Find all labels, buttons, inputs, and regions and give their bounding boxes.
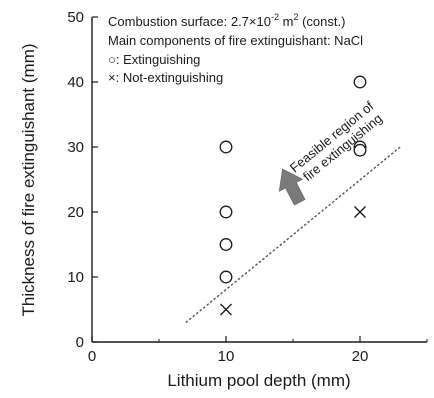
boundary-line: [185, 146, 401, 324]
cross-stroke: [220, 303, 232, 316]
not-extinguishing-point: [354, 206, 366, 218]
arrow-layer: [278, 168, 306, 206]
legend-line-3: ○: Extinguishing: [108, 52, 200, 67]
legend-line-1-mid: m: [279, 14, 293, 29]
extinguishing-point: [219, 140, 233, 154]
x-axis-title: Lithium pool depth (mm): [167, 371, 350, 390]
extinguishing-point: [353, 143, 367, 157]
legend-box: Combustion surface: 2.7×10-2 m2 (const.)…: [108, 12, 363, 85]
points-layer: [219, 75, 367, 316]
legend-line-1-suffix: (const.): [298, 14, 345, 29]
ticks-layer: 0 10 20 0 10 20 30 40 50: [67, 9, 428, 365]
y-tick-label: 10: [67, 269, 84, 286]
x-tick-label: 10: [218, 348, 235, 365]
boundary-layer: [185, 146, 401, 324]
extinguishing-point: [219, 270, 233, 284]
y-tick-label: 30: [67, 139, 84, 156]
legend-line-1: Combustion surface: 2.7×10-2 m2 (const.): [108, 12, 345, 29]
x-tick-label: 20: [352, 348, 369, 365]
axes: [91, 17, 427, 343]
direction-arrow: [278, 168, 306, 206]
y-tick-label: 40: [67, 74, 84, 91]
legend-line-4: ×: Not-extinguishing: [108, 70, 223, 85]
legend-line-1-exp: -2: [271, 12, 279, 22]
legend-line-2: Main components of fire extinguishant: N…: [108, 33, 363, 48]
y-tick-label: 0: [76, 334, 84, 351]
legend-line-1-sq: 2: [293, 12, 298, 22]
y-tick-label: 20: [67, 204, 84, 221]
cross-stroke: [354, 206, 366, 218]
not-extinguishing-point: [220, 303, 232, 316]
extinguishing-point: [353, 75, 367, 89]
extinguishing-point: [219, 205, 233, 219]
y-axis-title: Thickness of fire extinguishant (mm): [19, 43, 38, 316]
legend-line-1-prefix: Combustion surface: 2.7×10: [108, 14, 271, 29]
feasible-region-annotation: Feasible region of fire extinguishing: [287, 96, 389, 187]
y-tick-label: 50: [67, 9, 84, 26]
x-tick-label: 0: [88, 348, 96, 365]
extinguishing-point: [219, 238, 233, 251]
